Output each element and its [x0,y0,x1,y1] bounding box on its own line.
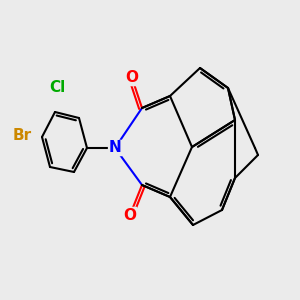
Text: N: N [109,140,122,155]
Text: O: O [125,70,139,86]
Text: O: O [124,208,136,223]
Text: Cl: Cl [49,80,65,95]
Text: Br: Br [12,128,32,142]
